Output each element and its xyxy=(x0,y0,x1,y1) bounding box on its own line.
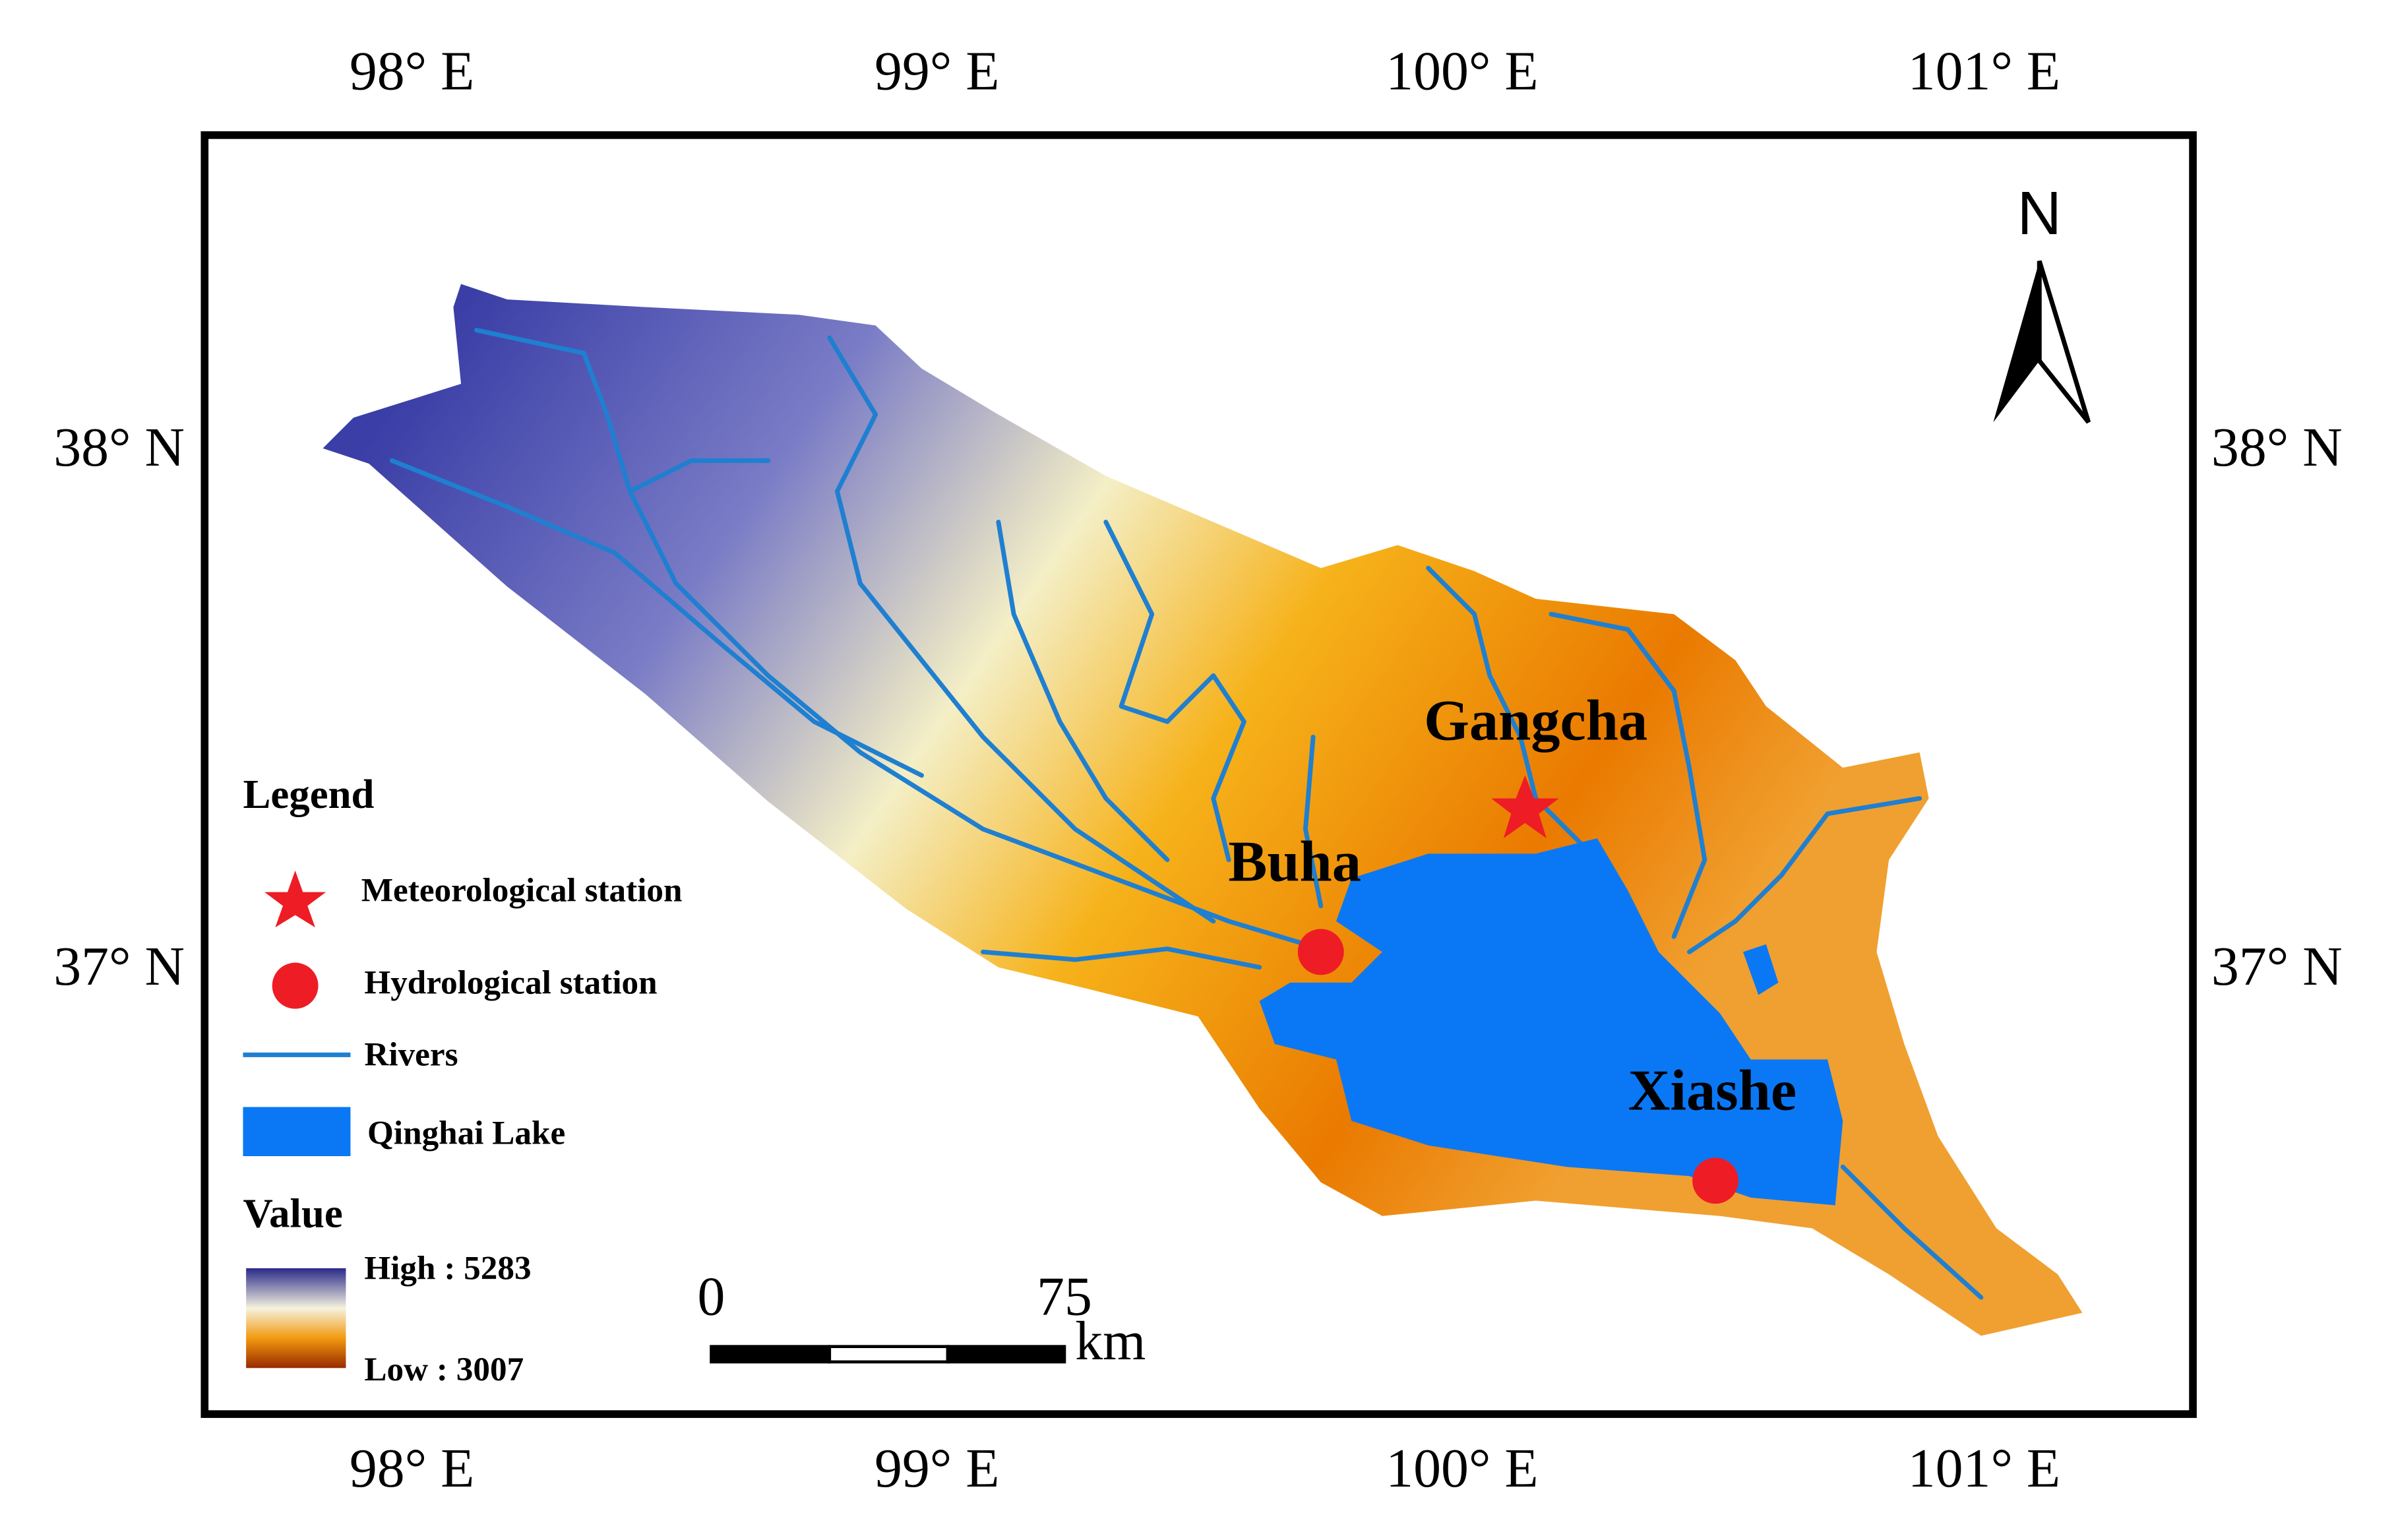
latitude-label: 38° N xyxy=(2211,417,2343,478)
river xyxy=(627,458,771,494)
river xyxy=(1103,520,1246,863)
scale-segment xyxy=(828,1345,950,1364)
station-label: Xiashe xyxy=(1628,1059,1797,1123)
longitude-label: 99° E xyxy=(875,41,999,102)
latitude-label: 38° N xyxy=(53,417,185,478)
longitude-label: 98° E xyxy=(350,1438,474,1499)
longitude-label: 98° E xyxy=(350,41,474,102)
elevation-ramp xyxy=(246,1268,346,1369)
legend-item: Hydrological station xyxy=(364,964,657,1001)
latitude-label: 37° N xyxy=(2211,936,2343,997)
station-label: Gangcha xyxy=(1424,688,1647,753)
rivers xyxy=(389,328,1984,1300)
north-arrow-left xyxy=(1993,261,2040,423)
station-label: Buha xyxy=(1228,830,1361,894)
scale-label: 75 xyxy=(1037,1266,1092,1327)
river xyxy=(996,520,1170,863)
legend-item: Meteorological station xyxy=(361,872,683,909)
river xyxy=(827,335,1216,924)
longitude-label: 101° E xyxy=(1908,41,2060,102)
river xyxy=(474,328,1324,952)
hydrological-station xyxy=(1297,929,1344,975)
legend-lake xyxy=(243,1107,351,1156)
meteorological-station xyxy=(1491,775,1559,839)
scale-segment xyxy=(710,1345,832,1364)
legend-item: Qinghai Lake xyxy=(367,1114,565,1152)
north-label: N xyxy=(2017,179,2062,247)
river xyxy=(981,946,1262,970)
longitude-label: 100° E xyxy=(1386,41,1538,102)
river xyxy=(1840,1164,1984,1300)
river xyxy=(389,458,924,778)
longitude-label: 101° E xyxy=(1908,1438,2060,1499)
elevation-low: Low : 3007 xyxy=(364,1351,524,1388)
legend-circle xyxy=(272,962,319,1009)
longitude-label: 100° E xyxy=(1386,1438,1538,1499)
qinghai-lake xyxy=(1259,838,1843,1206)
scale-unit: km xyxy=(1075,1310,1146,1372)
legend-star xyxy=(264,870,326,928)
north-arrow-right xyxy=(2037,260,2091,424)
hydrological-station xyxy=(1692,1157,1738,1204)
legend-item: Rivers xyxy=(364,1036,458,1074)
river xyxy=(1303,734,1324,909)
river xyxy=(1549,611,1707,939)
river xyxy=(1426,565,1600,863)
scale-segment xyxy=(946,1345,1066,1364)
small-lake xyxy=(1742,944,1779,995)
legend-title: Legend xyxy=(243,771,374,817)
elevation-high: High : 5283 xyxy=(364,1249,531,1287)
river xyxy=(1686,796,1922,954)
value-title: Value xyxy=(243,1190,342,1237)
latitude-label: 37° N xyxy=(53,936,185,997)
longitude-label: 99° E xyxy=(875,1438,999,1499)
scale-label: 0 xyxy=(698,1266,725,1327)
